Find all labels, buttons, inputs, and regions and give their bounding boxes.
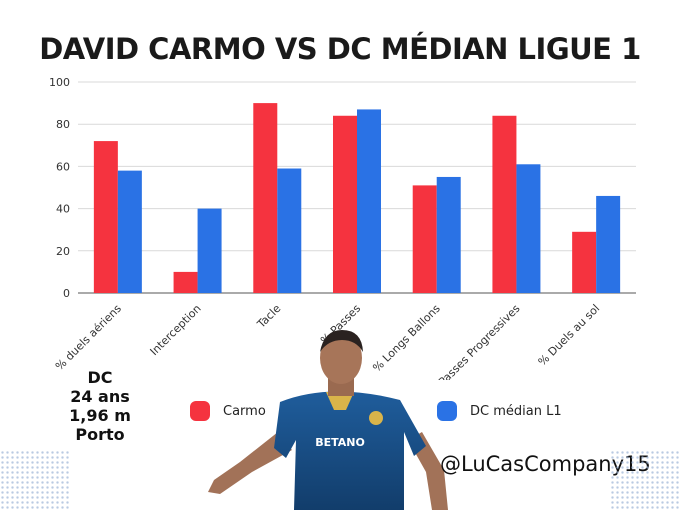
bar-carmo xyxy=(173,271,198,293)
chart-title: DAVID CARMO VS DC MÉDIAN LIGUE 1 xyxy=(39,32,641,66)
bar-carmo xyxy=(93,141,118,293)
bar-carmo xyxy=(412,185,437,293)
dots-decoration-right xyxy=(610,450,680,510)
player-height: 1,96 m xyxy=(69,406,131,425)
legend-item-carmo: Carmo xyxy=(190,401,266,421)
y-tick-label: 60 xyxy=(56,160,70,173)
player-photo: BETANO xyxy=(208,330,448,510)
legend-label-median: DC médian L1 xyxy=(470,403,562,419)
bar-carmo xyxy=(492,115,517,293)
player-club: Porto xyxy=(75,425,125,444)
bar-median xyxy=(197,208,222,293)
bar-median xyxy=(117,170,142,293)
y-tick-label: 80 xyxy=(56,118,70,131)
bar-carmo xyxy=(572,231,597,293)
legend-swatch-median xyxy=(437,401,457,421)
legend-label-carmo: Carmo xyxy=(223,403,266,419)
player-age: 24 ans xyxy=(70,387,130,406)
bar-median xyxy=(516,164,541,293)
svg-text:BETANO: BETANO xyxy=(315,436,365,449)
legend-item-median: DC médian L1 xyxy=(437,401,562,421)
bar-carmo xyxy=(253,103,278,293)
x-tick-label: Interception xyxy=(148,302,204,358)
bar-carmo xyxy=(333,115,357,293)
x-tick-label: % Duels au sol xyxy=(536,302,603,369)
x-tick-label: % duels aériens xyxy=(53,302,124,373)
player-info: DC 24 ans 1,96 m Porto xyxy=(60,368,140,444)
bar-median xyxy=(436,176,461,293)
legend-swatch-carmo xyxy=(190,401,210,421)
dots-decoration-left xyxy=(0,450,70,510)
y-tick-label: 100 xyxy=(49,76,70,89)
y-tick-label: 0 xyxy=(63,287,70,300)
y-tick-labels: 0 20 40 60 80 100 xyxy=(49,76,70,300)
bar-median xyxy=(596,195,621,293)
bars xyxy=(93,103,621,294)
player-position: DC xyxy=(87,368,113,387)
y-tick-label: 40 xyxy=(56,203,70,216)
bar-median xyxy=(357,109,381,294)
y-tick-label: 20 xyxy=(56,245,70,258)
bar-chart: 0 20 40 60 80 100 % duels aériens Interception… xyxy=(49,76,636,380)
bar-median xyxy=(277,168,302,293)
